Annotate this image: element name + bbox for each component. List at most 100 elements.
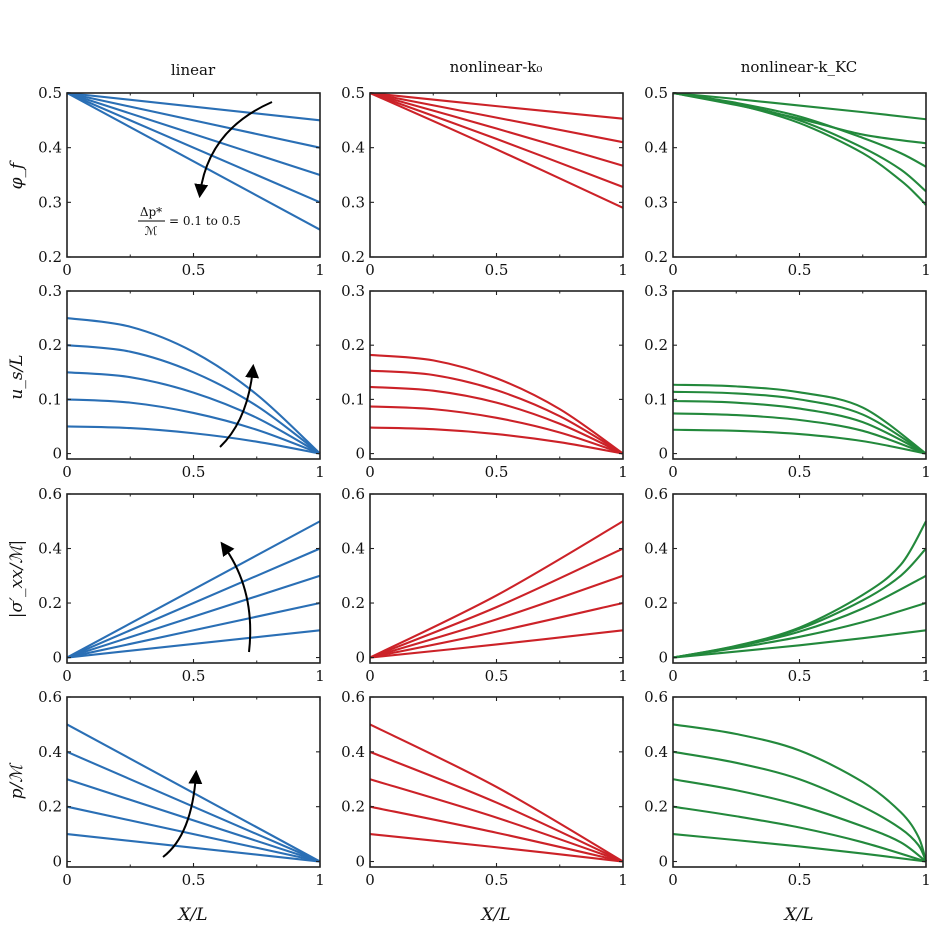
y-tick-label-r1c3-3: 0.5 — [644, 84, 668, 102]
arrow-row4 — [162, 769, 203, 858]
column-title-nonlinear-k0: nonlinear-k₀ — [450, 58, 543, 76]
y-tick-label-r2c2-3: 0.3 — [341, 282, 365, 300]
arrow-row2 — [219, 363, 260, 448]
x-tick-label-r3c3-2: 1 — [921, 667, 931, 685]
panel-r2c3: 0 0.5 1 0 0.1 0.2 0.3 — [644, 282, 931, 481]
y-tick-label-r4c3-1: 0.2 — [644, 798, 668, 816]
y-tick-label-r1c3-0: 0.2 — [644, 248, 668, 266]
series-line-r1c2-3 — [369, 91, 624, 167]
series-line-r1c3-4 — [672, 91, 927, 193]
series-line-r1c1-4 — [66, 92, 321, 204]
series-line-r1c3-5 — [672, 91, 927, 206]
x-tick-label-r1c3-1: 0.5 — [788, 261, 812, 279]
x-tick-label-r3c3-1: 0.5 — [788, 667, 812, 685]
column-title-linear: linear — [171, 61, 216, 79]
y-tick-label-r1c2-3: 0.5 — [341, 84, 365, 102]
y-tick-label-r2c3-2: 0.2 — [644, 336, 668, 354]
y-tick-label-r3c1-3: 0.6 — [38, 485, 62, 503]
y-tick-label-r1c1-1: 0.3 — [38, 193, 62, 211]
series-line-r4c1-4 — [66, 750, 321, 863]
x-tick-label-r4c2-2: 1 — [618, 871, 628, 889]
series-line-r4c3-3 — [672, 778, 927, 863]
x-tick-label-r4c3-2: 1 — [921, 871, 931, 889]
y-tick-label-r1c1-2: 0.4 — [38, 139, 62, 157]
y-tick-label-r2c1-0: 0 — [52, 445, 62, 463]
arrow-row3 — [220, 541, 252, 653]
y-tick-label-r3c3-1: 0.2 — [644, 594, 668, 612]
series-line-r4c3-4 — [672, 750, 927, 862]
xlabel-col-2: X/L — [479, 905, 510, 925]
series-line-r1c2-1 — [369, 91, 624, 120]
ylabel-us-over-l: u_s/L — [7, 354, 27, 399]
y-tick-label-r3c3-0: 0 — [658, 649, 668, 667]
series-line-r3c3-2 — [672, 602, 927, 659]
y-tick-label-r1c2-0: 0.2 — [341, 248, 365, 266]
series-line-r3c1-3 — [66, 574, 321, 659]
series-line-r3c3-1 — [672, 629, 927, 659]
y-tick-label-r3c2-2: 0.4 — [341, 540, 365, 558]
series-line-r2c3-1 — [672, 428, 927, 455]
series-line-r2c1-3 — [66, 371, 321, 455]
y-tick-label-r1c1-3: 0.5 — [38, 84, 62, 102]
y-tick-label-r4c2-1: 0.2 — [341, 798, 365, 816]
series-line-r3c1-4 — [66, 547, 321, 659]
series-line-r1c3-1 — [672, 91, 927, 121]
panel-r2c1: 0 0.5 1 0 0.1 0.2 0.3 — [38, 282, 325, 481]
series-line-r4c3-5 — [672, 723, 928, 862]
y-tick-label-r1c1-0: 0.2 — [38, 248, 62, 266]
x-tick-label-r1c1-0: 0 — [62, 261, 72, 279]
y-tick-label-r2c2-0: 0 — [355, 445, 365, 463]
y-tick-label-r4c3-2: 0.4 — [644, 743, 668, 761]
series-line-r1c1-3 — [66, 92, 321, 176]
y-tick-label-r2c3-3: 0.3 — [644, 282, 668, 300]
x-tick-label-r2c1-2: 1 — [315, 463, 325, 481]
x-tick-label-r2c3-2: 1 — [921, 463, 931, 481]
x-tick-label-r1c2-1: 0.5 — [485, 261, 509, 279]
y-tick-label-r1c2-1: 0.3 — [341, 193, 365, 211]
annotation-range: = 0.1 to 0.5 — [169, 214, 241, 228]
series-line-r3c1-1 — [66, 629, 321, 659]
x-tick-label-r2c3-1: 0.5 — [788, 463, 812, 481]
series-line-r3c2-2 — [369, 602, 624, 659]
x-tick-label-r3c1-2: 1 — [315, 667, 325, 685]
y-tick-label-r3c2-0: 0 — [355, 649, 365, 667]
y-tick-label-r2c1-1: 0.1 — [38, 390, 62, 408]
panel-r3c1: 0 0.5 1 0 0.2 0.4 0.6 — [38, 485, 325, 685]
column-title-nonlinear-kkc: nonlinear-k_KC — [741, 58, 858, 76]
series-line-r1c3-3 — [672, 91, 927, 168]
x-tick-label-r2c1-0: 0 — [62, 463, 72, 481]
series-line-r2c2-4 — [369, 369, 624, 455]
series-line-r2c3-4 — [672, 390, 927, 455]
y-tick-label-r3c1-2: 0.4 — [38, 540, 62, 558]
series-line-r2c1-2 — [66, 398, 321, 455]
x-tick-label-r2c2-0: 0 — [365, 463, 375, 481]
x-tick-label-r4c2-0: 0 — [365, 871, 375, 889]
x-tick-label-r4c1-1: 0.5 — [182, 871, 206, 889]
panel-r3c3: 0 0.5 1 0 0.2 0.4 0.6 — [644, 485, 931, 685]
series-line-r3c2-4 — [369, 547, 624, 659]
annotation-denominator: ℳ — [145, 224, 158, 238]
panel-r1c2: 0 0.5 1 0.2 0.3 0.4 0.5 — [341, 84, 628, 279]
y-tick-label-r2c3-1: 0.1 — [644, 390, 668, 408]
y-tick-label-r4c1-0: 0 — [52, 853, 62, 871]
y-tick-label-r2c3-0: 0 — [658, 445, 668, 463]
column-title-nonlinear-k0-text: nonlinear-k₀ — [450, 58, 543, 76]
x-tick-label-r1c2-0: 0 — [365, 261, 375, 279]
panel-frame-r1c1 — [66, 92, 321, 258]
series-line-r1c1-5 — [66, 92, 321, 231]
x-tick-label-r4c1-0: 0 — [62, 871, 72, 889]
series-line-r1c3-2 — [672, 91, 927, 145]
y-tick-label-r2c2-1: 0.1 — [341, 390, 365, 408]
x-tick-label-r3c2-1: 0.5 — [485, 667, 509, 685]
series-line-r4c1-3 — [66, 778, 321, 863]
y-tick-label-r4c3-3: 0.6 — [644, 688, 668, 706]
xlabel-col-3: X/L — [782, 905, 813, 925]
panel-frame-r1c3 — [672, 92, 927, 258]
y-tick-label-r4c1-3: 0.6 — [38, 688, 62, 706]
arrow-row1 — [194, 101, 273, 199]
panel-r1c3: 0 0.5 1 0.2 0.3 0.4 0.5 — [644, 84, 931, 279]
series-line-r4c2-4 — [369, 750, 624, 863]
x-tick-label-r3c1-1: 0.5 — [182, 667, 206, 685]
y-tick-label-r3c2-3: 0.6 — [341, 485, 365, 503]
y-tick-label-r4c2-3: 0.6 — [341, 688, 365, 706]
